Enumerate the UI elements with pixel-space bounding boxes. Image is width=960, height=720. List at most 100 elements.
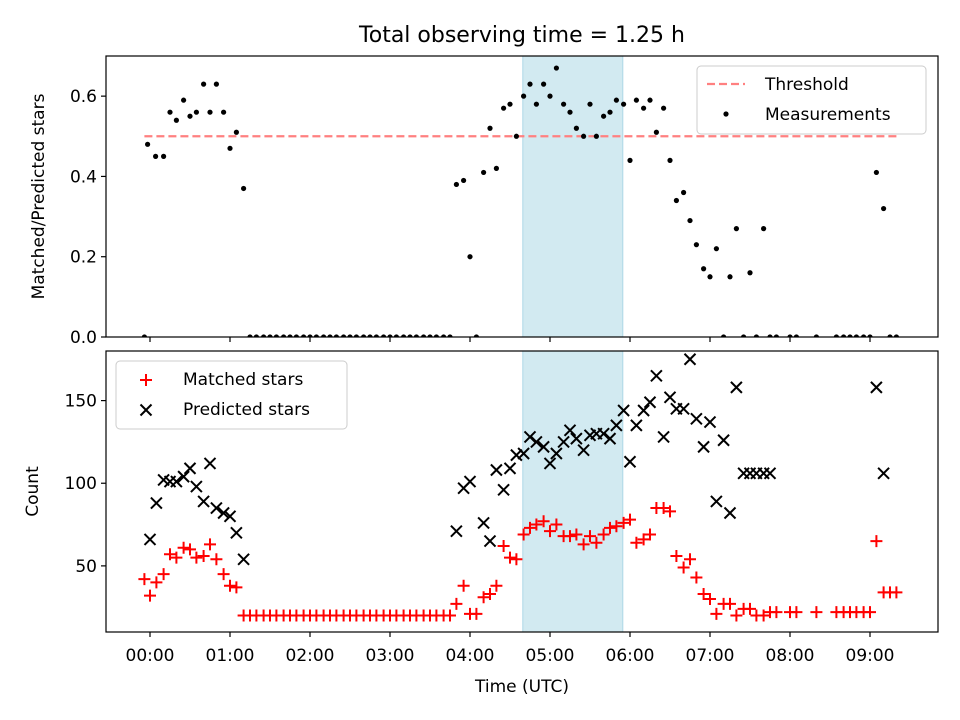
matched-point [210,553,223,566]
measurement-point [533,101,540,107]
predicted-point [597,427,610,440]
predicted-point [717,434,730,447]
predicted-point [730,381,743,394]
measurement-point [493,165,499,171]
measurement-point [861,334,867,337]
measurement-point [341,334,347,337]
predicted-point [623,455,637,468]
predicted-point [537,440,550,454]
measurement-point [481,169,487,176]
matched-point [444,609,456,622]
measurement-point [387,334,393,337]
x-tick-label: 04:00 [446,646,495,666]
x-tick-label: 03:00 [366,646,415,666]
matched-point [450,597,463,610]
measurement-point [887,334,893,337]
y-axis-label: Matched/Predicted stars [29,93,49,299]
matched-point [497,540,510,553]
predicted-point [677,402,690,416]
legend-box [696,65,927,135]
measurement-point [707,274,713,280]
matched-point [157,568,170,581]
chart-title: Total observing time = 1.25 h [358,23,685,48]
predicted-point [630,419,643,432]
measurement-point [347,334,353,337]
measurement-point [793,334,799,337]
measurement-point [767,334,773,337]
predicted-point [203,457,217,470]
matched-point [457,579,470,592]
measurement-point [393,334,399,337]
measurement-point [553,65,560,71]
matched-point [770,606,783,619]
matched-point [144,589,156,602]
x-tick-label: 01:00 [206,646,255,666]
legend-threshold-label: Threshold [764,75,849,95]
predicted-point [190,480,203,493]
matched-point [677,561,690,574]
measurement-point [401,334,407,337]
predicted-point [463,475,477,488]
predicted-point [663,391,677,404]
measurement-point [581,133,587,139]
predicted-point [523,430,537,444]
measurement-point [761,226,767,232]
measurement-point [453,181,459,188]
measurement-point [447,334,453,337]
axes-frame [105,350,939,633]
predicted-point [563,424,577,437]
measurement-point [513,133,520,139]
predicted-point [197,495,210,508]
measurement-point [427,334,433,337]
matched-point [610,520,623,533]
legend-box [115,360,348,430]
predicted-point [530,435,543,449]
measurement-point [713,246,720,252]
measurement-point [301,334,307,337]
measurement-point [687,217,693,224]
y-tick-label: 150 [65,392,97,412]
predicted-point [617,404,630,417]
matched-point [624,513,636,526]
plot-area [141,56,899,337]
predicted-point [183,462,197,475]
x-tick-label: 07:00 [686,646,735,666]
measurement-point [847,334,853,337]
matched-point [864,606,876,619]
measurement-point [621,101,627,107]
matched-point [790,606,803,619]
y-axis-label: Count [23,466,43,517]
legend: Threshold Measurements [696,65,927,135]
matched-point [190,551,203,564]
predicted-point [697,440,710,454]
predicted-point [517,447,530,460]
measurement-point [587,101,593,107]
x-axis-label: Time (UTC) [474,677,569,697]
predicted-point [237,553,250,566]
measurement-point [813,334,819,337]
measurement-point [313,334,319,337]
measurement-point [853,334,859,337]
measurement-point [361,334,367,337]
measurement-point [507,101,513,107]
y-tick-label: 50 [75,557,97,577]
matched-point [524,521,536,534]
predicted-point [870,381,883,394]
measurement-point [701,266,707,272]
measurement-point [841,334,847,337]
predicted-point [150,496,163,510]
matched-point [530,518,543,531]
legend: Matched stars Predicted stars [115,360,348,430]
measurement-point [327,334,333,337]
x-tick-label: 00:00 [126,646,175,666]
matched-point [510,553,523,566]
predicted-point [763,467,777,480]
measurement-point [607,109,613,115]
measurement-point [613,97,620,103]
measurement-point [873,169,880,176]
matched-point [570,528,583,541]
measurement-point [741,334,747,337]
measurement-point [867,334,873,337]
measurement-point [247,334,253,337]
